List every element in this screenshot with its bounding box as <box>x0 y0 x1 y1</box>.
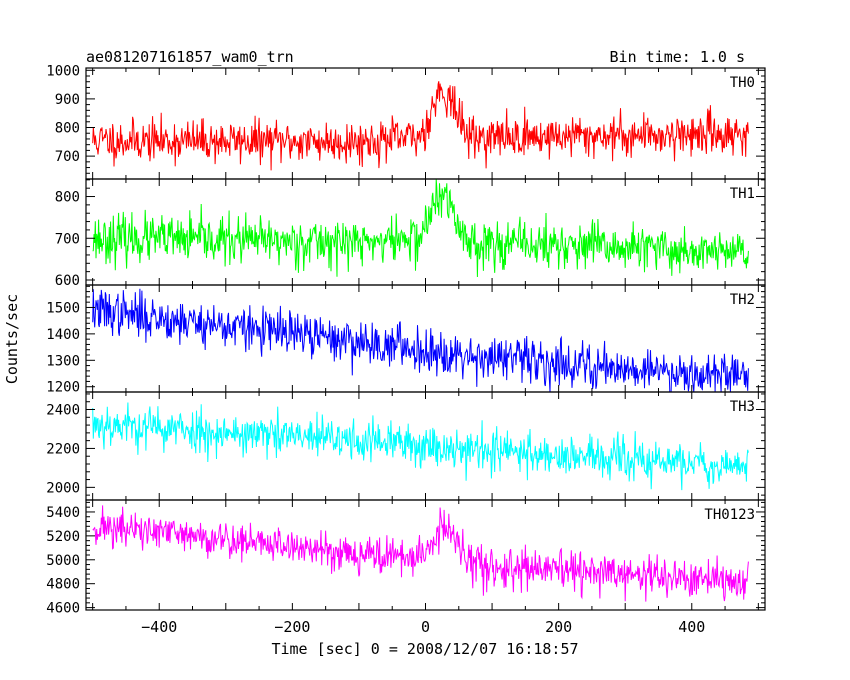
series-line-th1 <box>92 178 749 278</box>
y-tick-label: 2200 <box>46 441 80 457</box>
y-tick-label: 1200 <box>46 380 80 396</box>
y-tick-label: 900 <box>55 92 80 108</box>
y-tick-label: 5400 <box>46 505 80 521</box>
x-tick-label: 200 <box>545 618 572 636</box>
panel-label-th1: TH1 <box>730 186 755 202</box>
y-tick-label: 5200 <box>46 529 80 545</box>
chart-title: ae081207161857_wam0_trn <box>86 48 294 66</box>
y-tick-label: 700 <box>55 149 80 165</box>
panel-th2: 1200 1300 1400 1500 TH2 <box>46 284 766 396</box>
y-tick-label: 800 <box>55 190 80 206</box>
panel-label-th2: TH2 <box>730 292 755 308</box>
panel-frame <box>85 178 766 286</box>
y-tick-label: 2000 <box>46 480 80 496</box>
panel-th0: 700 800 900 1000 TH0 <box>46 63 766 180</box>
y-tick-label: 5000 <box>46 553 80 569</box>
bin-time-label: Bin time: 1.0 s <box>610 48 745 66</box>
y-tick-label: 4600 <box>46 601 80 617</box>
series-line-th0123 <box>92 505 749 602</box>
y-axis-label: Counts/sec <box>3 294 21 384</box>
panel-label-th3: TH3 <box>730 399 755 415</box>
panel-th0123: 4600 4800 5000 5200 5400 TH0123 <box>46 499 766 617</box>
y-tick-label: 1000 <box>46 63 80 79</box>
panels-group: 700 800 900 1000 TH0 600 700 800 TH1 1200 1300 1400… <box>46 63 766 617</box>
y-tick-label: 700 <box>55 231 80 247</box>
panel-th1: 600 700 800 TH1 <box>55 178 766 289</box>
y-tick-label: 1400 <box>46 327 80 343</box>
x-axis-tick-labels: −400 −200 0 200 400 <box>141 618 705 636</box>
y-tick-label: 4800 <box>46 577 80 593</box>
y-tick-label: 800 <box>55 121 80 137</box>
x-axis-label: Time [sec] 0 = 2008/12/07 16:18:57 <box>271 640 578 658</box>
y-tick-label: 1500 <box>46 300 80 316</box>
series-line-th3 <box>92 402 749 491</box>
x-tick-label: −200 <box>274 618 310 636</box>
y-tick-label: 1300 <box>46 353 80 369</box>
series-line-th2 <box>92 288 749 393</box>
series-line-th0 <box>92 81 749 171</box>
panel-label-th0123: TH0123 <box>704 507 755 523</box>
x-tick-label: −400 <box>141 618 177 636</box>
panel-th3: 2000 2200 2400 TH3 <box>46 391 766 501</box>
panel-label-th0: TH0 <box>730 75 755 91</box>
x-tick-label: 0 <box>421 618 430 636</box>
y-tick-label: 2400 <box>46 403 80 419</box>
y-tick-label: 600 <box>55 273 80 289</box>
x-tick-label: 400 <box>678 618 705 636</box>
